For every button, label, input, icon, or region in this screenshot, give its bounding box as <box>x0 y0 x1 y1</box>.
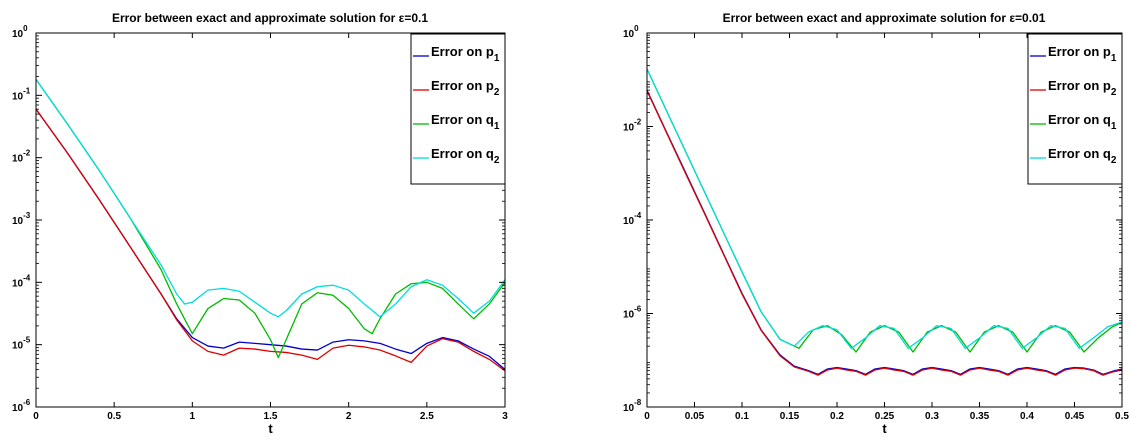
x-tick-label: 0.25 <box>875 411 895 422</box>
x-tick-label: 3 <box>502 411 508 422</box>
legend-box <box>1027 33 1123 185</box>
x-tick-label: 0.1 <box>735 411 749 422</box>
x-axis-label: t <box>882 421 887 436</box>
y-tick-label: 10-8 <box>623 398 642 414</box>
x-tick-label: 1.5 <box>264 411 278 422</box>
y-tick-label: 10-6 <box>12 398 31 414</box>
y-tick-label: 10-3 <box>12 211 31 227</box>
y-tick-label: 100 <box>623 24 639 40</box>
y-tick-label: 10-2 <box>12 149 31 165</box>
x-tick-label: 2 <box>346 411 352 422</box>
x-tick-label: 0.15 <box>780 411 800 422</box>
series-line-4 <box>36 79 505 318</box>
x-tick-label: 0.3 <box>925 411 939 422</box>
chart-left: Error between exact and approximate solu… <box>12 11 508 436</box>
series-line-4 <box>647 68 1122 349</box>
x-tick-label: 0.5 <box>1115 411 1129 422</box>
series-group <box>36 79 505 372</box>
chart-title: Error between exact and approximate solu… <box>112 11 428 25</box>
x-tick-label: 1 <box>190 411 196 422</box>
x-tick-label: 0 <box>33 411 39 422</box>
x-tick-label: 0.45 <box>1065 411 1085 422</box>
y-tick-label: 10-4 <box>623 211 642 227</box>
x-tick-label: 0.35 <box>970 411 990 422</box>
y-tick-label: 10-4 <box>12 273 31 289</box>
y-tick-label: 10-1 <box>12 86 31 102</box>
legend-box <box>410 33 506 185</box>
x-tick-label: 0.5 <box>107 411 121 422</box>
x-axis-label: t <box>268 421 273 436</box>
y-tick-label: 10-5 <box>12 336 31 352</box>
x-tick-label: 0 <box>644 411 650 422</box>
x-tick-label: 2.5 <box>420 411 434 422</box>
y-tick-label: 10-6 <box>623 305 642 321</box>
x-tick-label: 0.4 <box>1020 411 1034 422</box>
chart-title: Error between exact and approximate solu… <box>723 11 1046 25</box>
series-line-2 <box>647 90 1122 376</box>
x-tick-label: 0.05 <box>685 411 705 422</box>
chart-right: Error between exact and approximate solu… <box>623 11 1129 436</box>
series-group <box>647 68 1122 376</box>
y-tick-label: 10-2 <box>623 118 642 134</box>
x-tick-label: 0.2 <box>830 411 844 422</box>
y-tick-label: 100 <box>12 24 28 40</box>
series-line-2 <box>36 108 505 372</box>
series-line-3 <box>36 79 505 359</box>
